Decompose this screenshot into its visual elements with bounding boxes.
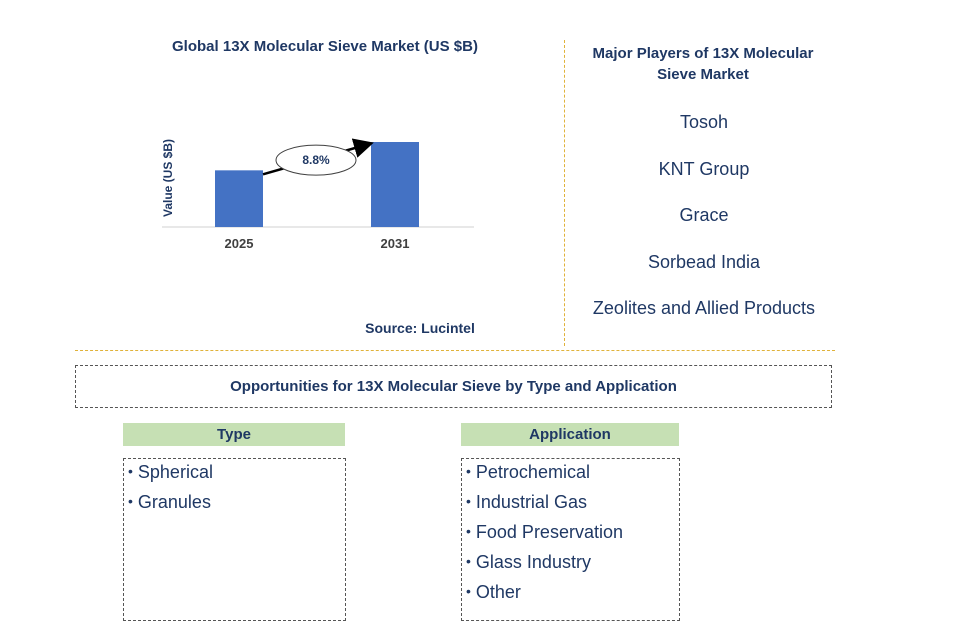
chart-title: Global 13X Molecular Sieve Market (US $B… xyxy=(172,38,478,55)
application-item-label: Glass Industry xyxy=(475,552,591,572)
type-box: Spherical Granules xyxy=(123,458,346,621)
player-item: Sorbead India xyxy=(647,251,761,272)
bar xyxy=(371,142,419,227)
type-item: Spherical xyxy=(128,461,345,491)
player-item: Zeolites and Allied Products xyxy=(592,298,816,318)
type-item-label: Granules xyxy=(137,492,211,512)
application-header: Application xyxy=(461,423,679,446)
application-item-label: Food Preservation xyxy=(475,522,623,542)
type-header-label: Type xyxy=(217,426,251,443)
type-item-label: Spherical xyxy=(137,462,213,482)
bar-chart: Value (US $B) 2025 2031 8.8% xyxy=(161,138,474,251)
bar xyxy=(215,170,263,227)
application-item: Food Preservation xyxy=(466,521,679,551)
application-item: Other xyxy=(466,581,679,611)
application-item-label: Other xyxy=(475,582,521,602)
y-axis-label: Value (US $B) xyxy=(161,139,175,217)
x-tick-label: 2031 xyxy=(381,236,410,251)
player-item: Tosoh xyxy=(679,112,729,132)
player-item: KNT Group xyxy=(658,158,750,179)
cagr-bubble xyxy=(275,144,357,176)
vertical-divider xyxy=(564,40,565,346)
players-list: Tosoh KNT Group Grace Sorbead India Zeol… xyxy=(570,112,838,345)
players-title: Major Players of 13X Molecular Sieve Mar… xyxy=(592,45,814,83)
application-list: Petrochemical Industrial Gas Food Preser… xyxy=(462,459,679,611)
type-header: Type xyxy=(123,423,345,446)
application-item-label: Petrochemical xyxy=(475,462,590,482)
type-list: Spherical Granules xyxy=(124,459,345,521)
opportunities-title-text: Opportunities for 13X Molecular Sieve by… xyxy=(230,378,677,395)
application-item: Petrochemical xyxy=(466,461,679,491)
application-item: Glass Industry xyxy=(466,551,679,581)
source-label: Source: Lucintel xyxy=(365,320,475,336)
horizontal-divider xyxy=(75,350,835,351)
cagr-label: 8.8% xyxy=(302,153,330,167)
player-item: Grace xyxy=(679,205,729,225)
application-header-label: Application xyxy=(529,426,611,443)
opportunities-title: Opportunities for 13X Molecular Sieve by… xyxy=(75,365,832,408)
type-item: Granules xyxy=(128,491,345,521)
application-item: Industrial Gas xyxy=(466,491,679,521)
application-item-label: Industrial Gas xyxy=(475,492,587,512)
application-box: Petrochemical Industrial Gas Food Preser… xyxy=(461,458,680,621)
x-tick-label: 2025 xyxy=(225,236,254,251)
